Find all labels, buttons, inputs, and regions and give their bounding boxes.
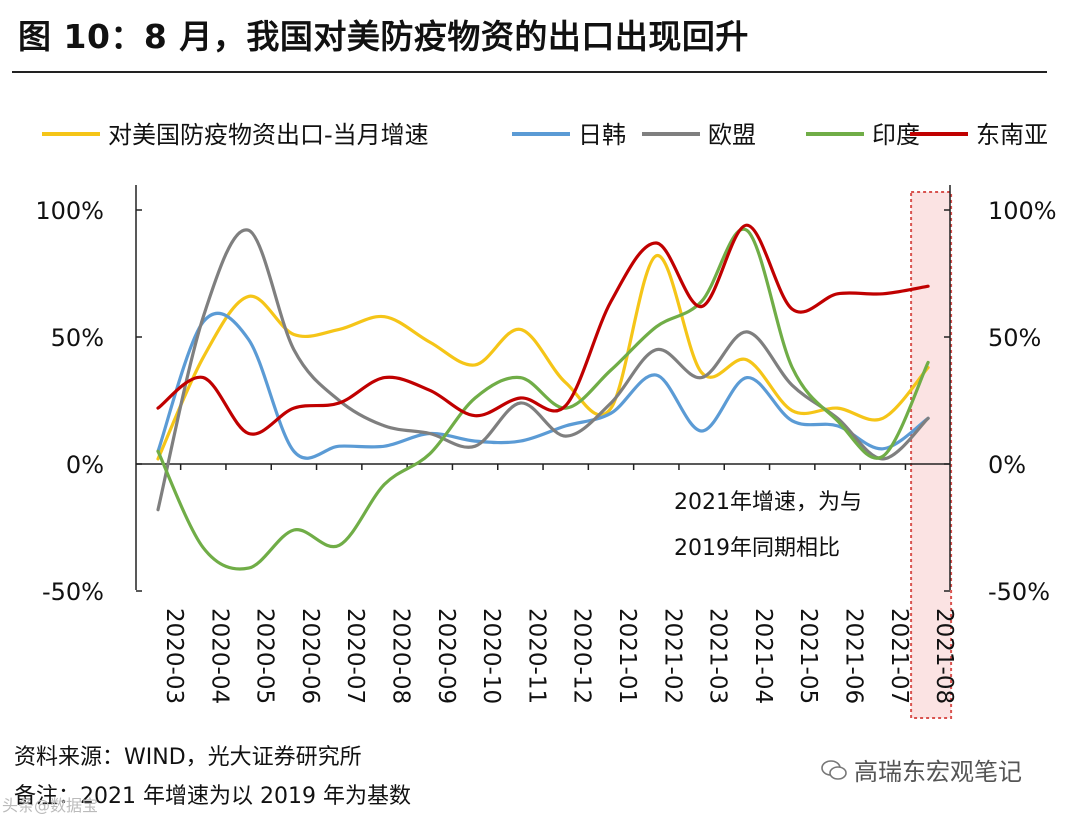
y-tick-label-left: 50% <box>51 324 104 352</box>
x-tick-label: 2020-04 <box>206 608 232 704</box>
x-tick-label: 2021-06 <box>841 608 867 704</box>
y-axis-left-ticks: -50% 0% 50% 100% <box>35 197 142 606</box>
legend-label-4: 东南亚 <box>976 121 1048 149</box>
x-tick-label: 2020-10 <box>478 608 504 704</box>
x-tick-label: 2021-02 <box>659 608 685 704</box>
highlight-2021-08 <box>910 191 953 719</box>
wechat-icon <box>821 759 847 780</box>
x-tick-label: 2020-11 <box>523 608 549 704</box>
series-line-4 <box>156 223 930 436</box>
x-tick-label: 2021-08 <box>931 608 957 704</box>
watermark-left: 头条@数据宝 <box>2 796 99 815</box>
x-tick-label: 2020-03 <box>161 608 187 704</box>
highlight-box <box>910 191 953 719</box>
source-note: 资料来源：WIND，光大证券研究所 <box>14 745 362 770</box>
legend-label-0: 对美国防疫物资出口-当月增速 <box>108 121 429 149</box>
x-tick-label: 2021-01 <box>614 608 640 704</box>
y-tick-label-left: -50% <box>42 578 104 606</box>
watermark-text: 高瑞东宏观笔记 <box>854 758 1022 786</box>
y-tick-label-right: 0% <box>988 451 1026 479</box>
legend-label-2: 欧盟 <box>708 121 756 149</box>
annotation-line-1: 2021年增速，为与 <box>674 490 862 515</box>
y-axis-right-ticks: -50% 0% 50% 100% <box>944 197 1057 606</box>
series-line-3 <box>156 227 930 571</box>
y-tick-label-left: 0% <box>66 451 104 479</box>
y-tick-label-right: -50% <box>988 578 1050 606</box>
x-tick-label: 2020-09 <box>433 608 459 704</box>
remark-note: 备注：2021 年增速为以 2019 年为基数 <box>14 784 411 809</box>
legend: 对美国防疫物资出口-当月增速 日韩 欧盟 印度 东南亚 <box>42 121 1048 149</box>
series-line-2 <box>156 228 930 512</box>
y-tick-label-right: 100% <box>988 197 1057 225</box>
x-tick-label: 2020-06 <box>297 608 323 704</box>
x-axis-ticks: 2020-03 2020-04 2020-05 2020-06 2020-07 2020-… <box>161 464 957 704</box>
series-lines <box>156 223 930 571</box>
figure-title: 图 10：8 月，我国对美防疫物资的出口出现回升 <box>18 17 749 56</box>
x-tick-label: 2020-07 <box>342 608 368 704</box>
x-tick-label: 2020-08 <box>388 608 414 704</box>
x-tick-label: 2020-12 <box>569 608 595 704</box>
legend-label-1: 日韩 <box>578 121 626 149</box>
y-tick-label-right: 50% <box>988 324 1041 352</box>
x-tick-label: 2021-07 <box>886 608 912 704</box>
y-tick-label-left: 100% <box>35 197 104 225</box>
watermark: 高瑞东宏观笔记 <box>820 752 1022 787</box>
title-rule <box>12 71 1047 73</box>
series-line-1 <box>156 311 930 460</box>
x-tick-label: 2021-05 <box>795 608 821 704</box>
x-tick-label: 2021-03 <box>705 608 731 704</box>
x-tick-label: 2021-04 <box>750 608 776 704</box>
line-chart: 对美国防疫物资出口-当月增速 日韩 欧盟 印度 东南亚 -50%0%50%100% -5… <box>35 121 1057 719</box>
x-tick-label: 2020-05 <box>252 608 278 704</box>
annotation-line-2: 2019年同期相比 <box>674 536 840 561</box>
annotation: 2021年增速，为与 2019年同期相比 <box>674 490 862 561</box>
